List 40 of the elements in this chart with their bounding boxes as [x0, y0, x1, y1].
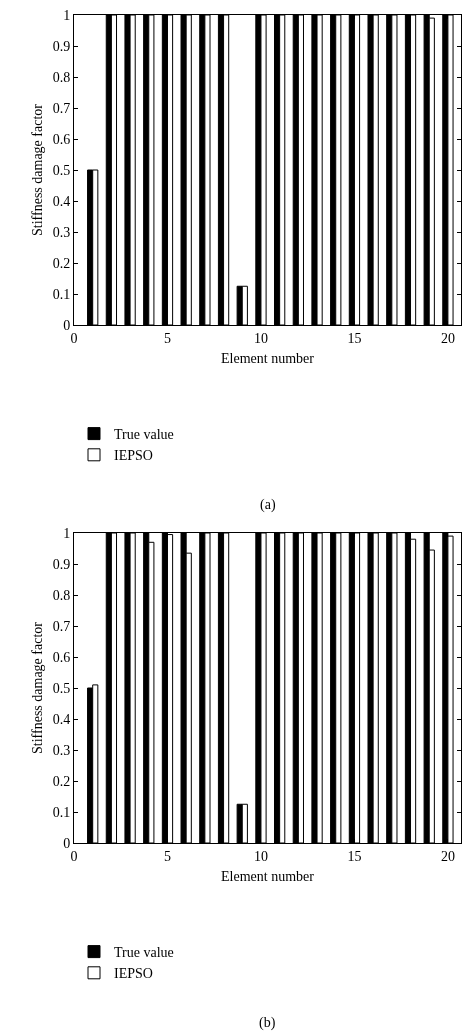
y-tick-label: 0.5 — [52, 162, 71, 178]
y-tick-label: 0.2 — [52, 773, 71, 789]
y-axis-title: Stiffness damage factor — [30, 621, 46, 754]
x-tick-label: 10 — [253, 848, 268, 864]
legend-label: IEPSO — [114, 966, 153, 982]
x-tick-label: 10 — [253, 330, 268, 346]
y-tick-label: 0.9 — [52, 38, 71, 54]
y-tick-label: 0.2 — [52, 255, 71, 271]
y-tick-label: 0.1 — [52, 804, 71, 820]
x-tick-label: 15 — [347, 330, 362, 346]
y-tick-label: 0.7 — [52, 618, 71, 634]
y-tick-label: 0 — [63, 835, 71, 851]
legend-label: True value — [114, 945, 174, 961]
x-axis-title: Element number — [221, 351, 315, 367]
x-tick-label: 20 — [440, 330, 455, 346]
y-tick-label: 0.8 — [52, 587, 71, 603]
y-tick-label: 0.4 — [52, 193, 71, 209]
text: (b) — [259, 1015, 276, 1031]
y-tick-label: 0.6 — [52, 131, 71, 147]
legend-label: IEPSO — [114, 448, 153, 464]
legend-label: True value — [114, 427, 174, 443]
y-axis-title: Stiffness damage factor — [30, 103, 46, 236]
y-tick-label: 0.3 — [52, 224, 71, 240]
y-tick-label: 0.8 — [52, 69, 71, 85]
x-tick-label: 5 — [163, 330, 171, 346]
y-tick-label: 0 — [63, 317, 71, 333]
y-tick-label: 1 — [63, 7, 71, 23]
y-tick-label: 0.3 — [52, 742, 71, 758]
x-tick-label: 5 — [163, 848, 171, 864]
y-tick-label: 1 — [63, 525, 71, 541]
x-tick-label: 15 — [347, 848, 362, 864]
x-tick-label: 20 — [440, 848, 455, 864]
y-tick-label: 0.4 — [52, 711, 71, 727]
y-tick-label: 0.1 — [52, 286, 71, 302]
y-tick-label: 0.7 — [52, 100, 71, 116]
y-tick-label: 0.9 — [52, 556, 71, 572]
x-axis-title: Element number — [221, 869, 315, 885]
y-tick-label: 0.6 — [52, 649, 71, 665]
text: (a) — [260, 497, 276, 513]
y-tick-label: 0.5 — [52, 680, 71, 696]
